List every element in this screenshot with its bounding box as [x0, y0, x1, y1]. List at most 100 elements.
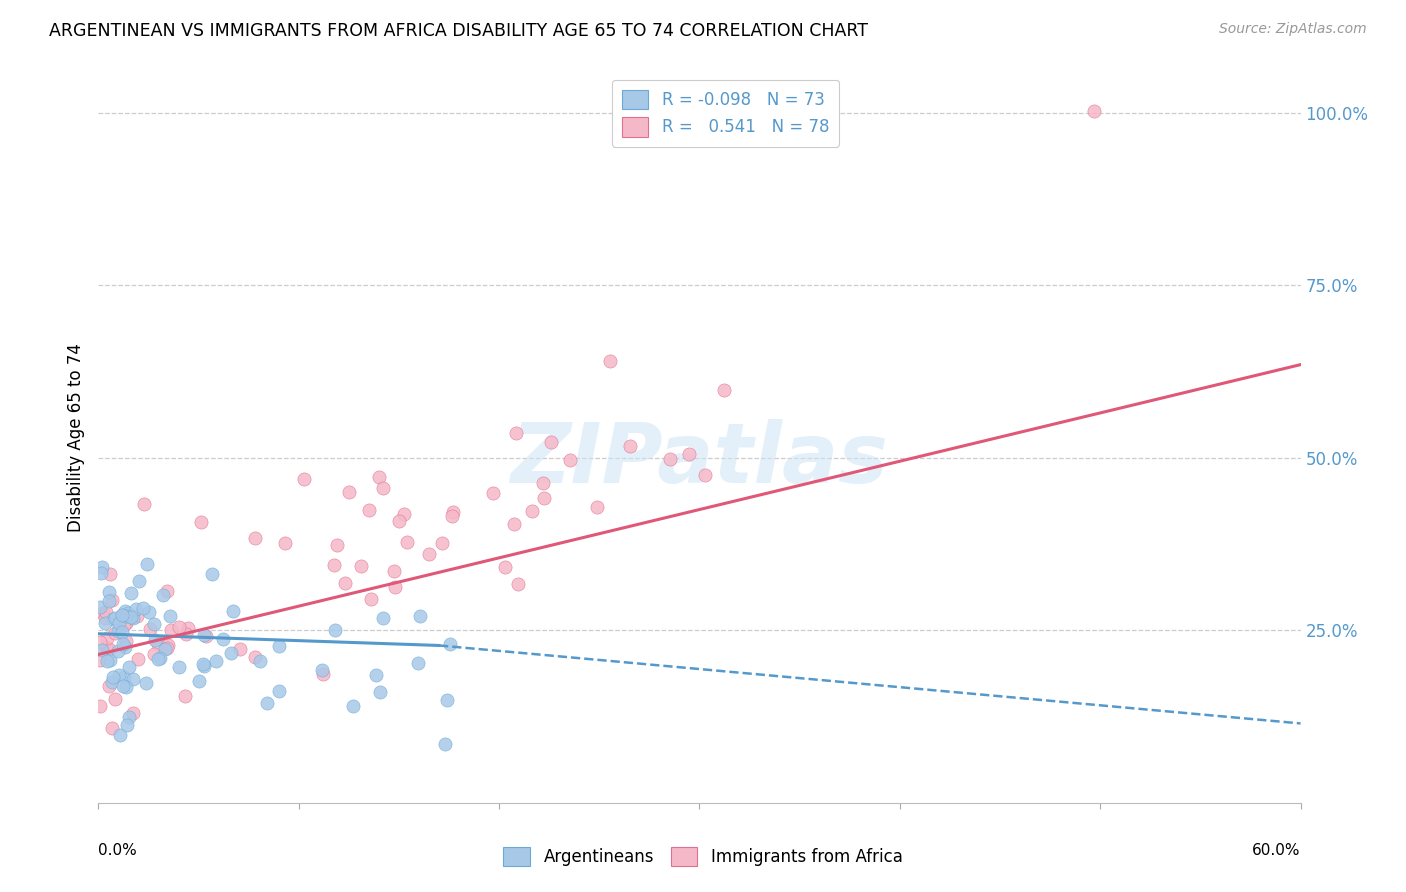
Point	[142, 648, 165, 662]
Point	[96, 605, 118, 619]
Point	[153, 642, 176, 657]
Point	[267, 683, 290, 698]
Point	[360, 591, 382, 606]
Point	[139, 622, 162, 636]
Point	[323, 558, 346, 573]
Y-axis label: Disability Age 65 to 74: Disability Age 65 to 74	[66, 343, 84, 532]
Point	[101, 675, 124, 690]
Point	[112, 670, 135, 684]
Point	[93, 616, 115, 631]
Point	[267, 639, 290, 653]
Point	[132, 497, 155, 511]
Point	[201, 566, 224, 581]
Point	[125, 602, 148, 616]
Point	[101, 670, 124, 684]
Point	[100, 721, 122, 735]
Point	[128, 574, 150, 589]
Point	[90, 566, 112, 580]
Point	[138, 605, 160, 619]
Point	[441, 505, 464, 519]
Point	[155, 583, 177, 598]
Point	[167, 660, 190, 674]
Point	[114, 604, 136, 618]
Point	[104, 625, 127, 640]
Point	[249, 654, 271, 668]
Point	[502, 517, 524, 532]
Point	[430, 536, 453, 550]
Point	[368, 470, 391, 484]
Point	[96, 631, 118, 645]
Point	[368, 685, 391, 699]
Point	[333, 575, 356, 590]
Point	[540, 435, 562, 450]
Point	[436, 693, 458, 707]
Point	[114, 640, 136, 655]
Point	[114, 608, 136, 623]
Point	[190, 515, 212, 529]
Point	[89, 653, 111, 667]
Point	[482, 486, 505, 500]
Point	[366, 668, 388, 682]
Point	[418, 547, 440, 561]
Point	[350, 559, 373, 574]
Point	[114, 615, 136, 630]
Point	[396, 534, 419, 549]
Point	[494, 560, 516, 574]
Point	[177, 622, 200, 636]
Point	[274, 535, 297, 549]
Point	[111, 625, 134, 640]
Point	[167, 620, 190, 634]
Point	[97, 594, 120, 608]
Legend: R = -0.098   N = 73, R =   0.541   N = 78: R = -0.098 N = 73, R = 0.541 N = 78	[612, 79, 839, 146]
Point	[135, 676, 157, 690]
Point	[89, 599, 111, 614]
Point	[195, 629, 218, 643]
Point	[110, 607, 132, 622]
Point	[90, 643, 112, 657]
Point	[619, 439, 641, 453]
Point	[371, 481, 394, 495]
Point	[312, 666, 335, 681]
Point	[245, 650, 267, 665]
Point	[120, 609, 142, 624]
Legend: Argentineans, Immigrants from Africa: Argentineans, Immigrants from Africa	[496, 840, 910, 873]
Point	[311, 663, 333, 677]
Point	[325, 538, 347, 552]
Point	[98, 679, 121, 693]
Point	[143, 616, 166, 631]
Point	[193, 658, 215, 673]
Point	[193, 628, 215, 642]
Point	[152, 588, 174, 602]
Point	[205, 654, 228, 668]
Point	[243, 531, 266, 545]
Point	[107, 624, 129, 638]
Point	[191, 657, 214, 672]
Point	[146, 637, 169, 651]
Point	[125, 608, 148, 623]
Point	[94, 640, 117, 655]
Point	[392, 507, 415, 521]
Point	[108, 615, 131, 630]
Point	[104, 692, 127, 706]
Point	[433, 737, 456, 751]
Point	[173, 689, 195, 703]
Point	[112, 618, 135, 632]
Point	[357, 503, 380, 517]
Point	[156, 640, 179, 655]
Point	[256, 696, 278, 710]
Text: 60.0%: 60.0%	[1253, 843, 1301, 858]
Point	[388, 514, 411, 528]
Point	[159, 609, 181, 624]
Point	[122, 611, 145, 625]
Point	[120, 585, 142, 599]
Point	[89, 699, 111, 714]
Point	[89, 635, 111, 649]
Text: 0.0%: 0.0%	[98, 843, 138, 858]
Point	[1083, 104, 1105, 119]
Point	[211, 632, 233, 646]
Point	[586, 500, 609, 514]
Text: Source: ZipAtlas.com: Source: ZipAtlas.com	[1219, 22, 1367, 37]
Point	[98, 585, 121, 599]
Point	[695, 468, 717, 483]
Point	[713, 383, 735, 397]
